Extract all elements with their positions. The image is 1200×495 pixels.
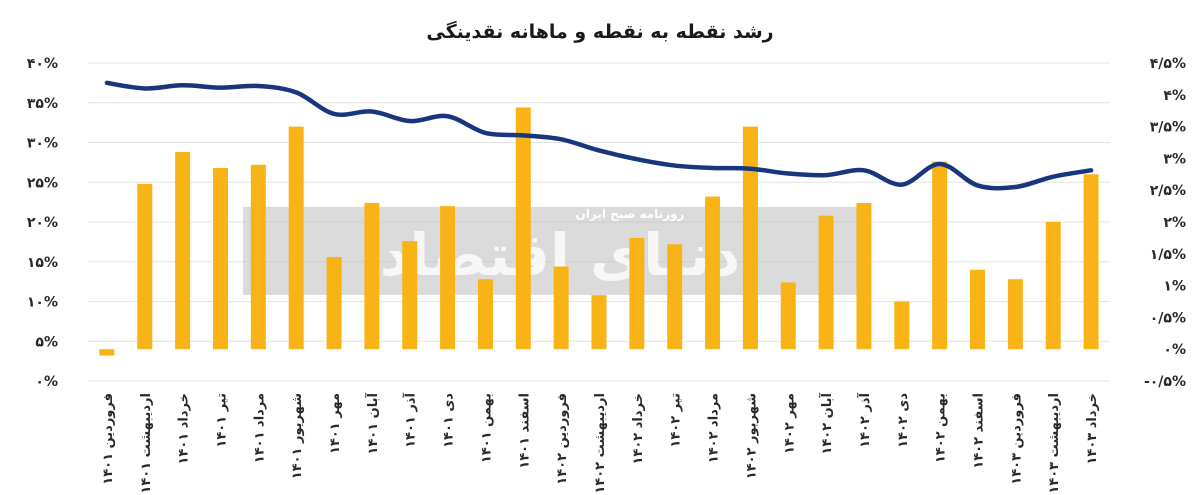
bar bbox=[288, 126, 304, 350]
category-label: مهر ۱۴۰۱ bbox=[328, 393, 343, 454]
category-label: آذر ۱۴۰۲ bbox=[856, 392, 873, 447]
left-tick-label: ۵% bbox=[35, 334, 58, 350]
bar bbox=[553, 266, 569, 350]
right-tick-label: ۲% bbox=[1163, 215, 1186, 231]
left-tick-label: ۱۰% bbox=[27, 295, 58, 311]
bar bbox=[1007, 279, 1023, 350]
category-label: شهریور ۱۴۰۱ bbox=[290, 393, 305, 479]
bar bbox=[175, 152, 191, 350]
category-label: فروردین ۱۴۰۳ bbox=[1009, 393, 1024, 485]
right-tick-label: ۱/۵% bbox=[1150, 247, 1186, 263]
bar bbox=[742, 126, 758, 350]
category-labels: فروردین ۱۴۰۱ اردیبهشت ۱۴۰۱ خرداد ۱۴۰۱ تیر ۱… bbox=[101, 392, 1100, 493]
bar bbox=[629, 237, 645, 350]
right-tick-label: ۱% bbox=[1163, 279, 1186, 295]
category-label: خرداد ۱۴۰۱ bbox=[177, 393, 192, 465]
category-label: فروردین ۱۴۰۱ bbox=[101, 393, 116, 485]
bar bbox=[212, 167, 228, 350]
bar bbox=[667, 244, 683, 350]
category-label: بهمن ۱۴۰۱ bbox=[479, 393, 494, 463]
left-tick-label: ۱۵% bbox=[27, 255, 58, 271]
category-label: فروردین ۱۴۰۲ bbox=[555, 393, 570, 485]
bar bbox=[515, 107, 531, 350]
right-tick-label: ۳/۵% bbox=[1150, 120, 1186, 136]
right-tick-label: ۴% bbox=[1163, 88, 1186, 104]
category-label: اسفند ۱۴۰۲ bbox=[972, 393, 987, 469]
category-label: اردیبهشت ۱۴۰۲ bbox=[593, 393, 608, 494]
category-label: اسفند ۱۴۰۱ bbox=[517, 393, 532, 469]
bar bbox=[99, 349, 115, 356]
right-tick-label: ۰/۵% bbox=[1150, 310, 1186, 326]
bar bbox=[402, 241, 418, 350]
bar bbox=[477, 279, 493, 350]
category-label: مرداد ۱۴۰۲ bbox=[707, 393, 722, 463]
category-label: مهر ۱۴۰۲ bbox=[782, 393, 797, 454]
bar bbox=[780, 282, 796, 350]
category-label: اردیبهشت ۱۴۰۳ bbox=[1047, 393, 1062, 494]
bar bbox=[970, 269, 986, 350]
bar bbox=[856, 202, 872, 350]
right-tick-label: ۴/۵% bbox=[1150, 56, 1186, 72]
chart-title: رشد نقطه به نقطه و ماهانه نقدینگی bbox=[426, 20, 773, 43]
category-label: آبان ۱۴۰۱ bbox=[364, 392, 381, 454]
bar bbox=[1045, 222, 1061, 350]
left-tick-label: ۴۰% bbox=[27, 56, 58, 72]
category-label: تیر ۱۴۰۱ bbox=[214, 393, 229, 448]
category-label: خرداد ۱۴۰۲ bbox=[631, 393, 646, 465]
category-label: تیر ۱۴۰۲ bbox=[669, 393, 684, 448]
bar bbox=[440, 206, 456, 350]
bar bbox=[364, 202, 380, 350]
bar bbox=[591, 295, 607, 350]
left-tick-label: ۰% bbox=[35, 374, 58, 390]
bar bbox=[932, 161, 948, 350]
left-tick-label: ۲۵% bbox=[27, 175, 58, 191]
bar bbox=[705, 196, 721, 350]
bar bbox=[1083, 174, 1099, 350]
right-tick-label: -۰/۵% bbox=[1144, 374, 1186, 390]
category-label: خرداد ۱۴۰۳ bbox=[1085, 393, 1100, 465]
right-tick-label: ۳% bbox=[1163, 151, 1186, 167]
right-tick-label: ۲/۵% bbox=[1150, 183, 1186, 199]
watermark-subtext: روزنامه صبح ایران bbox=[576, 207, 685, 222]
category-label: شهریور ۱۴۰۲ bbox=[744, 393, 759, 479]
bar bbox=[137, 183, 153, 350]
left-tick-label: ۲۰% bbox=[27, 215, 58, 231]
line-path bbox=[104, 80, 1094, 191]
left-tick-label: ۳۵% bbox=[27, 96, 58, 112]
category-label: دی ۱۴۰۲ bbox=[896, 393, 911, 448]
category-label: بهمن ۱۴۰۲ bbox=[934, 393, 949, 463]
bar bbox=[894, 301, 910, 350]
right-axis-ticks: -۰/۵% ۰% ۰/۵% ۱% ۱/۵% ۲% ۲/۵% ۳% ۳/۵% ۴% ۴/۵% bbox=[1144, 56, 1186, 390]
bar bbox=[818, 215, 834, 350]
bar bbox=[250, 164, 266, 350]
right-tick-label: ۰% bbox=[1163, 342, 1186, 358]
category-label: آذر ۱۴۰۱ bbox=[402, 392, 419, 447]
category-label: اردیبهشت ۱۴۰۱ bbox=[139, 393, 154, 494]
left-tick-label: ۳۰% bbox=[27, 136, 58, 152]
category-label: دی ۱۴۰۱ bbox=[442, 393, 457, 448]
category-label: آبان ۱۴۰۲ bbox=[818, 392, 835, 454]
left-axis-ticks: ۰% ۵% ۱۰% ۱۵% ۲۰% ۲۵% ۳۰% ۳۵% ۴۰% bbox=[27, 56, 58, 390]
line-series bbox=[104, 80, 1094, 191]
bar bbox=[326, 256, 342, 350]
category-label: مرداد ۱۴۰۱ bbox=[252, 393, 267, 463]
bar-series bbox=[99, 107, 1099, 356]
